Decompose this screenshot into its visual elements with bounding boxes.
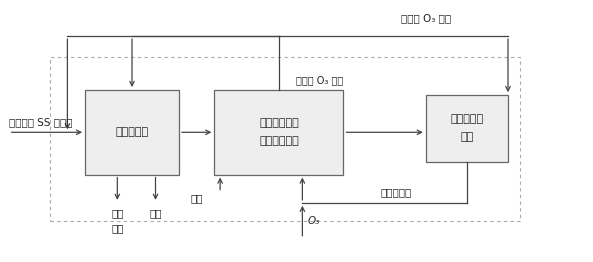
Text: 经预处理 SS 的废水: 经预处理 SS 的废水 [9,117,72,127]
Text: 丙酮水溶液: 丙酮水溶液 [381,188,412,198]
Text: O₃: O₃ [308,216,320,226]
Text: 含残余 O₃ 尾气: 含残余 O₃ 尾气 [296,75,343,85]
Text: 尾气: 尾气 [111,223,123,233]
Text: 出水: 出水 [149,208,162,218]
Text: 活性炭吸附: 活性炭吸附 [116,127,149,137]
Text: 丙酮水溶液: 丙酮水溶液 [450,114,483,124]
Text: 含残余 O₃ 尾气: 含残余 O₃ 尾气 [401,13,451,23]
Text: 储罐: 储罐 [460,132,473,143]
Bar [214,90,343,174]
Text: 臭氧氧化降解: 臭氧氧化降解 [259,136,299,146]
Bar [426,95,508,162]
Text: 脱附: 脱附 [190,193,203,203]
Text: 达标: 达标 [111,208,123,218]
Bar [50,57,519,221]
Text: 活性炭脱附和: 活性炭脱附和 [259,118,299,128]
Bar [85,90,179,174]
